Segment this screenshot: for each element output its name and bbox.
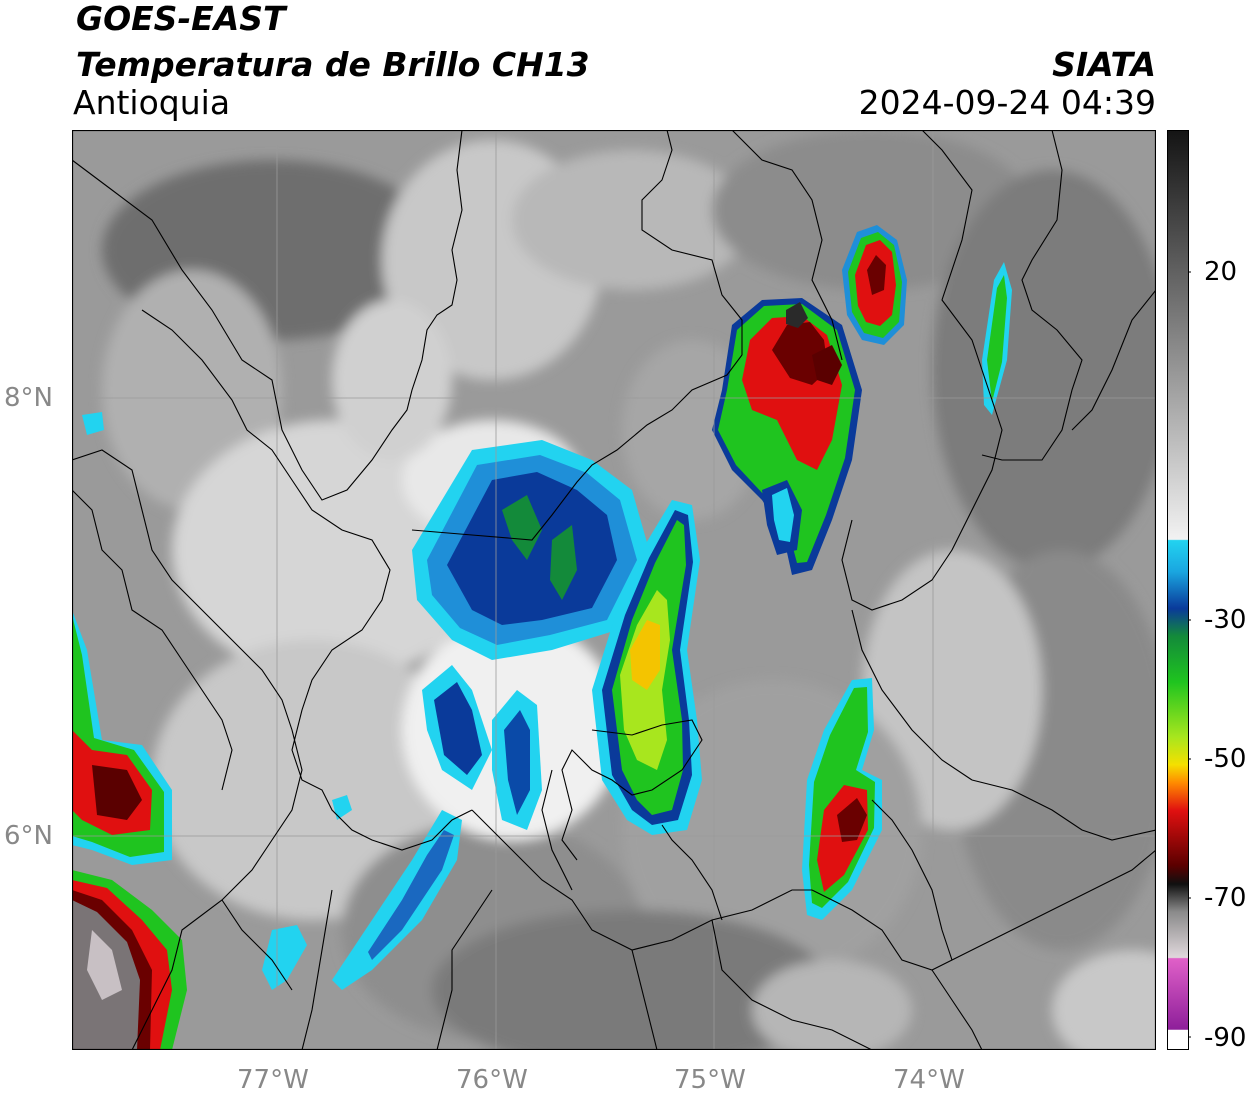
temperature-colorbar bbox=[1167, 130, 1191, 1050]
region-label: Antioquia bbox=[73, 83, 231, 122]
convective-cell-southwest-edge bbox=[72, 610, 187, 1050]
political-boundaries bbox=[72, 130, 1156, 1050]
lat-label-6n: 6°N bbox=[4, 821, 53, 851]
lon-label-74w: 74°W bbox=[893, 1065, 965, 1095]
colorbar-tick-20: 20 bbox=[1204, 257, 1238, 287]
satellite-map bbox=[72, 130, 1156, 1050]
convective-cell-southeast-red bbox=[802, 678, 882, 920]
convective-cell-northeast-red bbox=[712, 298, 862, 575]
convective-cell-central-blue bbox=[82, 412, 652, 990]
graticule bbox=[72, 130, 1156, 1050]
colorbar-tick-minus90: -90 bbox=[1204, 1023, 1247, 1053]
colorbar-tick-minus50: -50 bbox=[1204, 744, 1247, 774]
satellite-title: GOES-EAST bbox=[76, 0, 286, 38]
lon-label-75w: 75°W bbox=[674, 1065, 746, 1095]
colorbar-tick-minus70: -70 bbox=[1204, 883, 1247, 913]
lat-label-8n: 8°N bbox=[4, 383, 53, 413]
lon-label-77w: 77°W bbox=[237, 1065, 309, 1095]
lon-label-76w: 76°W bbox=[456, 1065, 528, 1095]
timestamp-label: 2024-09-24 04:39 bbox=[858, 83, 1156, 122]
convective-cell-small-red bbox=[842, 225, 907, 345]
brand-label: SIATA bbox=[1052, 45, 1156, 84]
map-frame bbox=[72, 130, 1156, 1050]
product-title: Temperatura de Brillo CH13 bbox=[76, 45, 590, 84]
convective-cell-east-narrow bbox=[982, 262, 1012, 415]
convective-cell-central-green bbox=[592, 500, 702, 835]
colorbar-tick-minus30: -30 bbox=[1204, 605, 1247, 635]
